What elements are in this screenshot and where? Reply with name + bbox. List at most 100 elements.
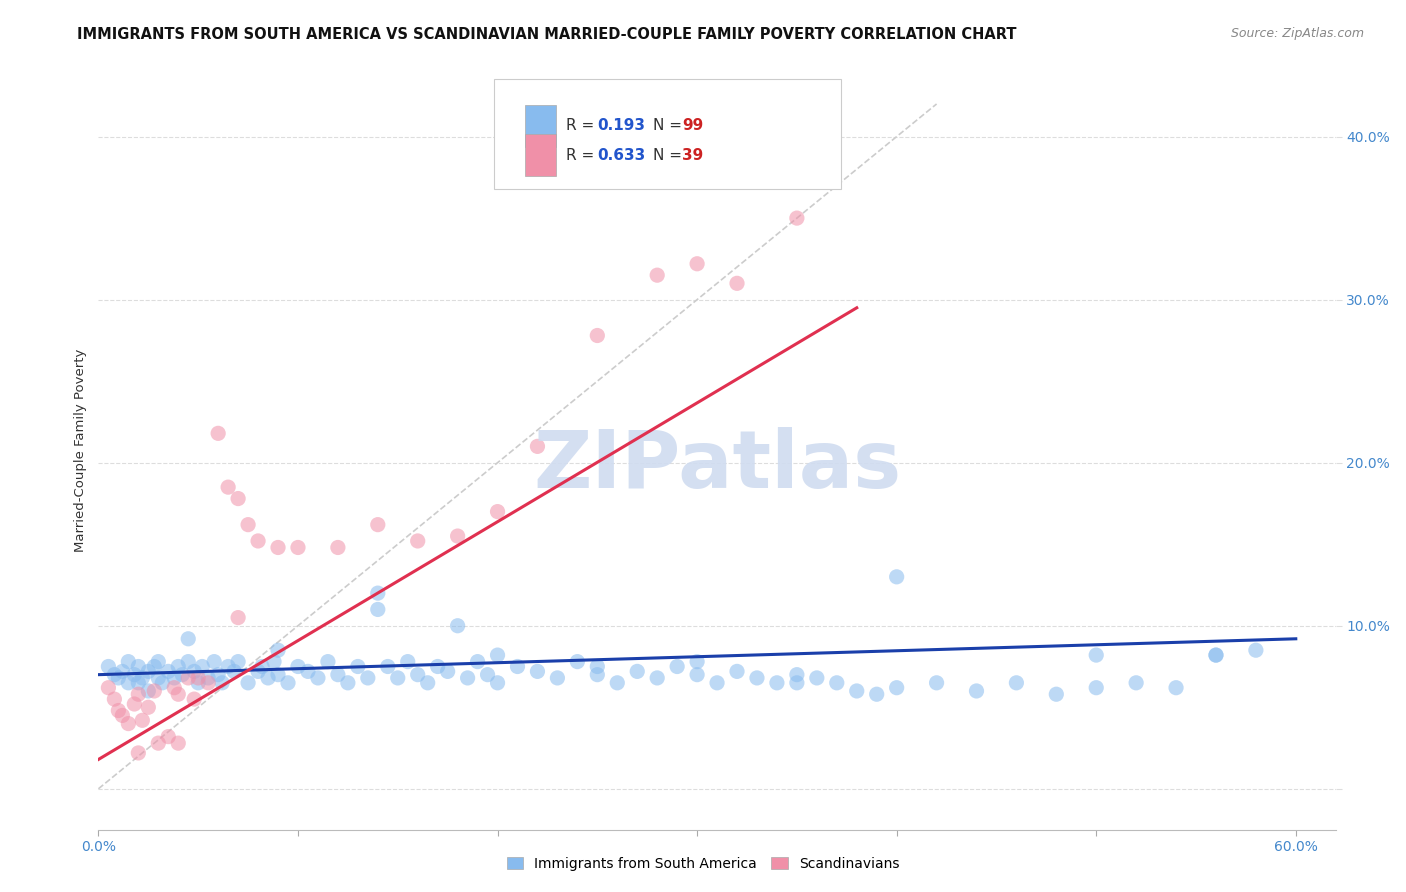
Point [211, 675, 233, 690]
Point [1205, 648, 1227, 662]
Point [148, 655, 170, 669]
Point [236, 517, 259, 532]
Point [107, 704, 129, 718]
Point [1244, 643, 1267, 657]
Legend: Immigrants from South America, Scandinavians: Immigrants from South America, Scandinav… [501, 851, 905, 876]
Point [136, 665, 159, 679]
Text: IMMIGRANTS FROM SOUTH AMERICA VS SCANDINAVIAN MARRIED-COUPLE FAMILY POVERTY CORR: IMMIGRANTS FROM SOUTH AMERICA VS SCANDIN… [77, 27, 1017, 42]
Point [825, 675, 848, 690]
Point [127, 746, 149, 760]
Text: 39: 39 [682, 148, 703, 163]
Point [886, 570, 908, 584]
Point [297, 665, 319, 679]
Point [686, 655, 709, 669]
Point [357, 671, 380, 685]
Point [183, 692, 205, 706]
Point [307, 671, 329, 685]
Point [686, 257, 709, 271]
Point [167, 687, 190, 701]
Point [477, 667, 499, 681]
Point [586, 328, 609, 343]
Point [131, 671, 153, 685]
Text: ZIPatlas: ZIPatlas [533, 426, 901, 505]
Point [396, 655, 419, 669]
Point [567, 655, 589, 669]
Point [197, 671, 219, 685]
FancyBboxPatch shape [526, 135, 557, 176]
Point [257, 671, 280, 685]
Point [207, 667, 229, 681]
Point [163, 681, 186, 695]
Text: R =: R = [567, 148, 599, 163]
Point [326, 667, 349, 681]
Point [336, 675, 359, 690]
Point [526, 665, 548, 679]
Point [966, 684, 988, 698]
Point [706, 675, 728, 690]
Point [766, 675, 789, 690]
Point [224, 665, 246, 679]
Y-axis label: Married-Couple Family Poverty: Married-Couple Family Poverty [75, 349, 87, 552]
Point [367, 517, 389, 532]
Point [486, 505, 509, 519]
Point [250, 659, 273, 673]
Point [457, 671, 479, 685]
Point [686, 667, 709, 681]
Point [117, 675, 139, 690]
Point [217, 480, 239, 494]
Point [416, 675, 439, 690]
Point [367, 602, 389, 616]
Point [725, 665, 748, 679]
Point [197, 675, 219, 690]
Point [124, 667, 146, 681]
Point [786, 667, 808, 681]
Point [436, 665, 458, 679]
Point [446, 619, 468, 633]
Point [426, 659, 449, 673]
Point [148, 671, 170, 685]
Point [866, 687, 889, 701]
Point [287, 541, 309, 555]
Point [606, 675, 628, 690]
Point [148, 736, 170, 750]
Point [157, 730, 180, 744]
Point [167, 659, 190, 673]
Point [1085, 648, 1108, 662]
Point [127, 687, 149, 701]
Point [1005, 675, 1028, 690]
Text: N =: N = [652, 148, 686, 163]
Point [506, 659, 529, 673]
Point [406, 667, 429, 681]
Point [226, 610, 249, 624]
Point [446, 529, 468, 543]
Point [645, 671, 668, 685]
Text: Source: ZipAtlas.com: Source: ZipAtlas.com [1230, 27, 1364, 40]
Point [117, 655, 139, 669]
Point [377, 659, 399, 673]
Point [247, 533, 270, 548]
Point [467, 655, 489, 669]
Point [586, 659, 609, 673]
Point [97, 659, 120, 673]
Point [177, 655, 200, 669]
Point [127, 675, 149, 690]
Point [172, 667, 194, 681]
Text: 99: 99 [682, 119, 703, 134]
Point [486, 675, 509, 690]
Point [1164, 681, 1187, 695]
Point [886, 681, 908, 695]
Point [187, 675, 209, 690]
Point [725, 277, 748, 291]
Point [247, 665, 270, 679]
Point [1045, 687, 1067, 701]
Point [183, 665, 205, 679]
Point [786, 211, 808, 226]
Text: N =: N = [652, 119, 686, 134]
Point [267, 541, 290, 555]
Point [267, 667, 290, 681]
Point [136, 684, 159, 698]
Text: 0.193: 0.193 [598, 119, 645, 134]
Point [167, 736, 190, 750]
Text: R =: R = [567, 119, 599, 134]
Point [207, 426, 229, 441]
